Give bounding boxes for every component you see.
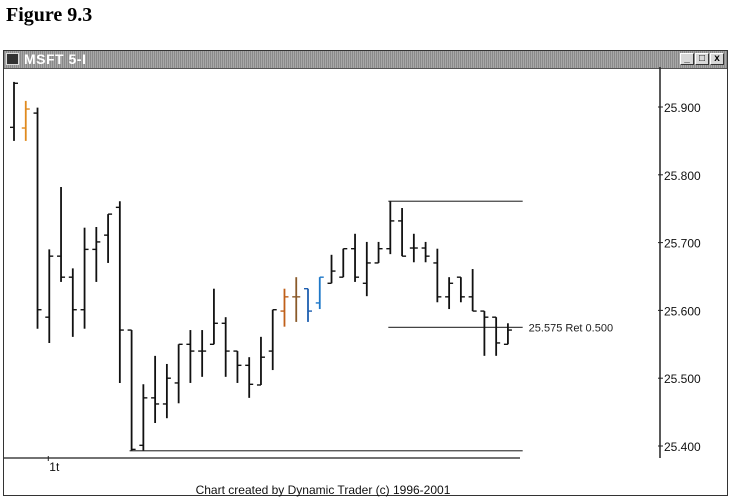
ohlc-bar xyxy=(456,276,465,303)
y-tick-label: 25.600 xyxy=(664,304,701,318)
ohlc-bar xyxy=(339,248,348,278)
ohlc-bar xyxy=(409,233,418,263)
ohlc-bar xyxy=(433,248,442,303)
ohlc-bar xyxy=(468,269,477,312)
figure-label: Figure 9.3 xyxy=(6,4,93,26)
ohlc-bar xyxy=(304,288,312,322)
ohlc-bar xyxy=(362,241,371,297)
minimize-button[interactable]: _ xyxy=(680,53,694,65)
ohlc-bar xyxy=(233,350,242,383)
ohlc-bar xyxy=(80,227,89,329)
y-tick-label: 25.900 xyxy=(664,101,701,115)
ohlc-bar xyxy=(280,288,289,327)
ohlc-bar xyxy=(386,201,395,255)
ohlc-bar xyxy=(92,227,101,282)
window-titlebar[interactable]: MSFT 5-I _ □ x xyxy=(4,51,727,69)
ohlc-bar xyxy=(33,107,42,329)
ohlc-bar xyxy=(162,363,171,419)
ohlc-bar xyxy=(21,100,30,141)
ohlc-bar xyxy=(127,329,136,451)
ohlc-bar xyxy=(256,336,265,386)
ohlc-bar xyxy=(503,323,512,345)
chart-credit: Chart created by Dynamic Trader (c) 1996… xyxy=(195,483,451,497)
ohlc-bar xyxy=(115,201,124,383)
ohlc-bar xyxy=(421,241,430,263)
ohlc-bar xyxy=(221,317,230,377)
x-tick-label: 1t xyxy=(49,460,60,474)
ohlc-bar xyxy=(198,330,207,377)
ohlc-bar xyxy=(10,81,18,141)
ohlc-bar xyxy=(315,276,324,310)
y-tick-label: 25.800 xyxy=(664,169,701,183)
ohlc-bar xyxy=(445,277,454,310)
chart-app-icon xyxy=(6,53,19,65)
ohlc-bar xyxy=(492,316,501,356)
ohlc-bar xyxy=(45,249,54,343)
chart-window: MSFT 5-I _ □ x xyxy=(3,50,728,496)
retracement-label: 25.575 Ret 0.500 xyxy=(529,322,613,334)
ohlc-bar xyxy=(174,343,183,404)
ohlc-bar xyxy=(57,187,66,282)
ohlc-bar xyxy=(245,357,254,398)
ohlc-bar xyxy=(268,309,277,371)
ohlc-bar xyxy=(68,268,77,337)
close-button[interactable]: x xyxy=(710,53,724,65)
y-tick-label: 25.400 xyxy=(664,440,701,454)
ohlc-bar xyxy=(292,277,301,322)
maximize-button[interactable]: □ xyxy=(695,53,709,65)
ohlc-bar xyxy=(151,355,160,423)
ohlc-bar xyxy=(104,213,113,263)
ohlc-bar xyxy=(209,288,218,345)
ohlc-bar xyxy=(480,310,489,356)
ohlc-bar xyxy=(374,241,383,264)
ohlc-bar xyxy=(327,254,336,284)
window-title: MSFT 5-I xyxy=(24,51,87,67)
ohlc-bar xyxy=(398,208,407,257)
y-tick-label: 25.500 xyxy=(664,372,701,386)
ohlc-bar xyxy=(351,233,360,282)
ohlc-bar xyxy=(186,330,195,383)
ohlc-bar xyxy=(139,384,148,451)
y-tick-label: 25.700 xyxy=(664,237,701,251)
